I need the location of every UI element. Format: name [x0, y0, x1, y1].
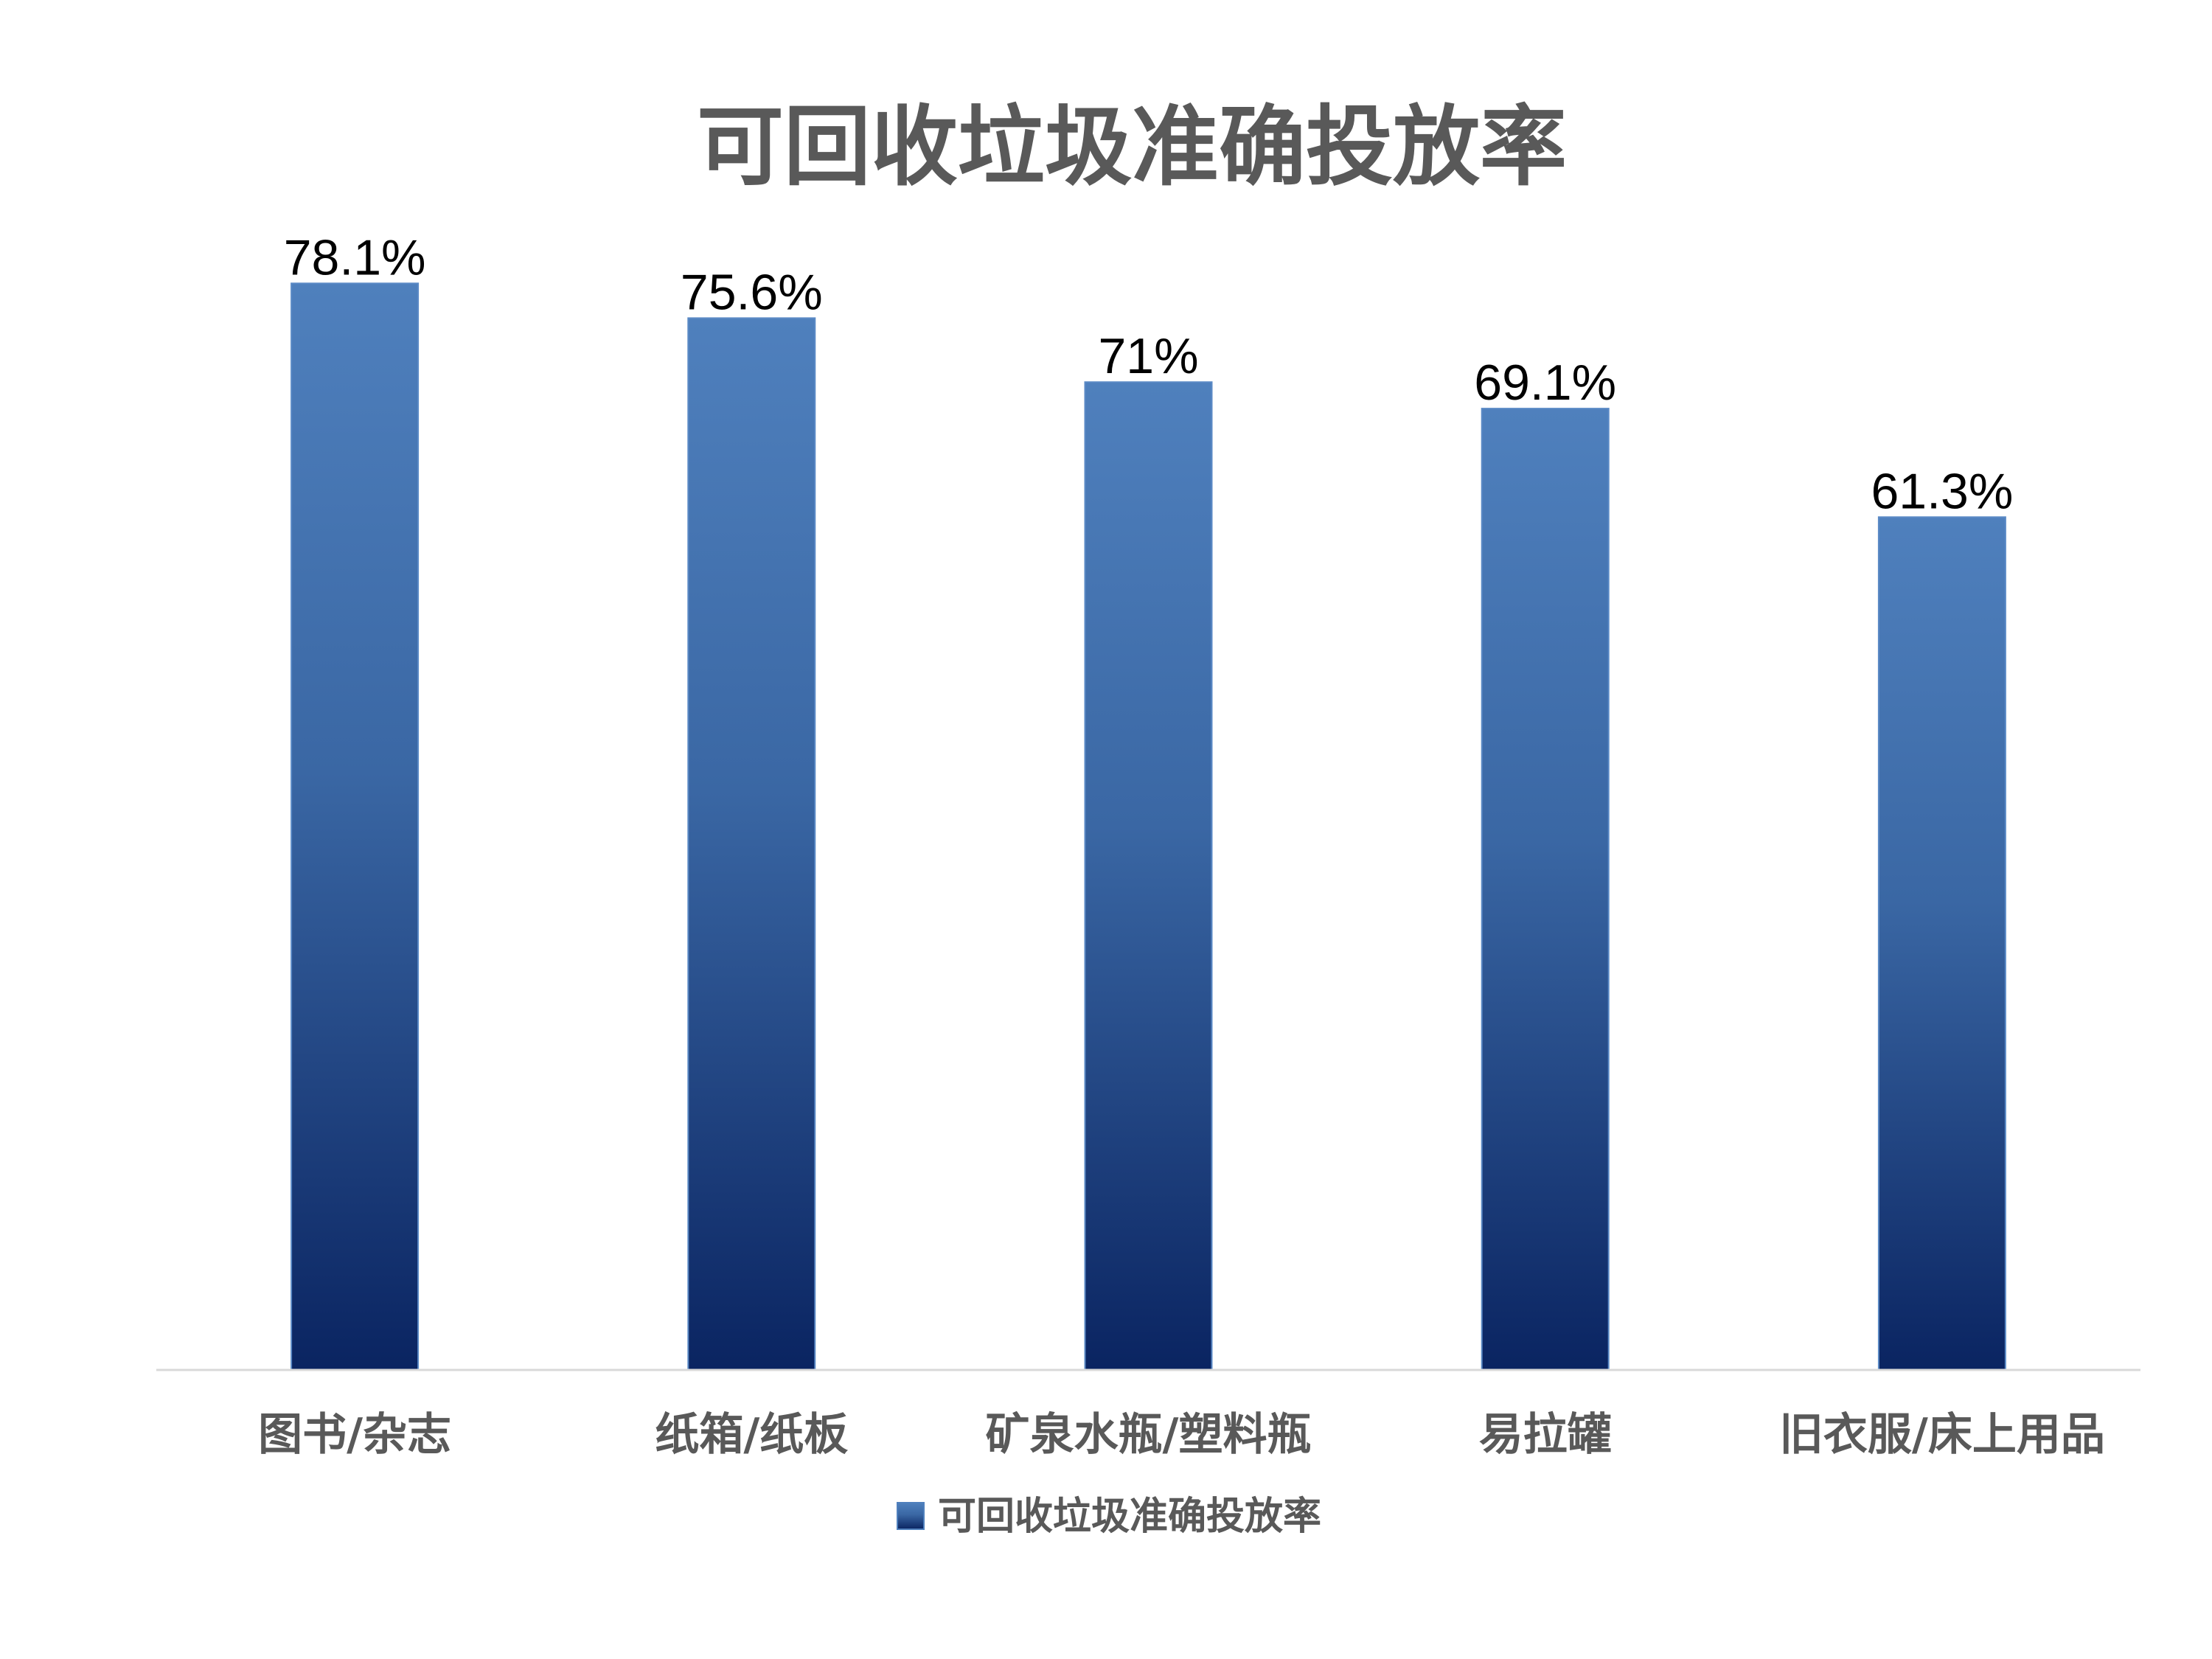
data-labels-layer: 78.1% 75.6% 71% 69.1% 61.3%	[284, 229, 2014, 519]
category-labels-layer: 图书/杂志 纸箱/纸板 矿泉水瓶/塑料瓶 易拉罐 旧衣服/床上用品	[258, 1409, 2105, 1461]
category-label-1: 图书/杂志	[258, 1409, 451, 1461]
legend-label: 可回收垃圾准确投放率	[938, 1494, 1321, 1539]
data-label-1: 78.1%	[284, 229, 426, 285]
bar-2	[687, 317, 816, 1371]
bars-layer	[291, 282, 2006, 1371]
legend-swatch	[897, 1502, 925, 1530]
category-label-2: 纸箱/纸板	[655, 1409, 848, 1461]
data-label-3: 71%	[1098, 328, 1198, 384]
data-label-5: 61.3%	[1871, 463, 2013, 519]
category-label-5: 旧衣服/床上用品	[1779, 1409, 2105, 1461]
bar-4	[1481, 408, 1610, 1371]
bar-3	[1084, 381, 1213, 1371]
category-label-3: 矿泉水瓶/塑料瓶	[986, 1409, 1312, 1461]
bar-1	[291, 282, 420, 1371]
chart-title: 可回收垃圾准确投放率	[697, 95, 1567, 198]
category-label-4: 易拉罐	[1479, 1409, 1612, 1461]
data-label-4: 69.1%	[1474, 355, 1616, 411]
bar-5	[1877, 516, 2006, 1371]
legend: 可回收垃圾准确投放率	[897, 1494, 1321, 1539]
data-label-2: 75.6%	[681, 264, 823, 320]
